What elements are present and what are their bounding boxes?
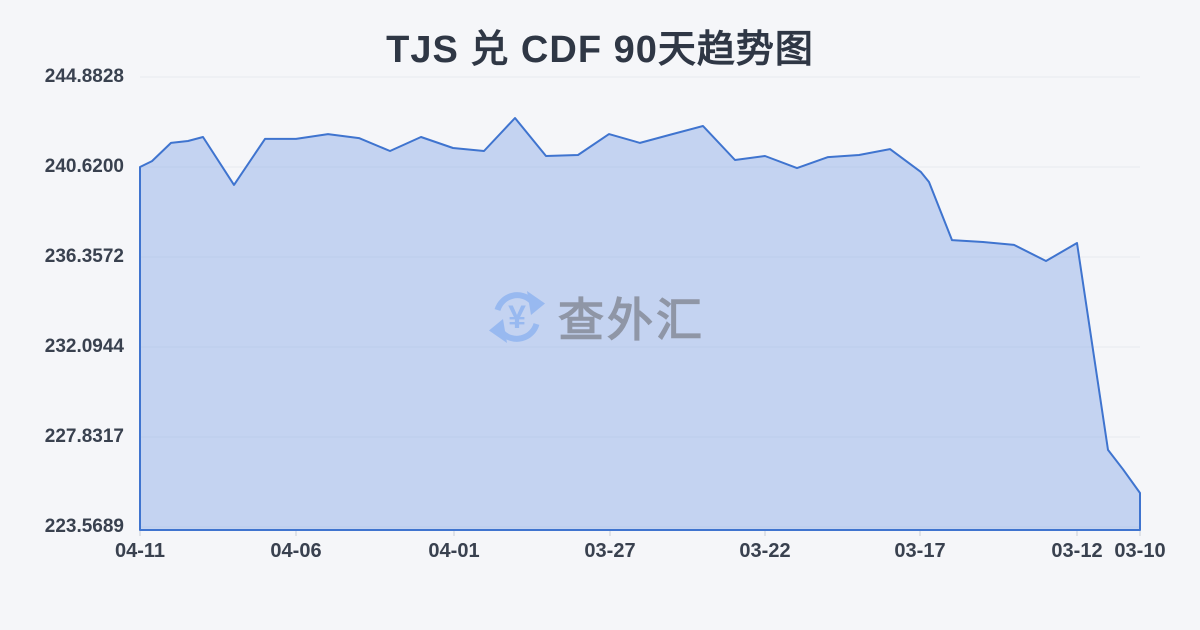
y-axis-label: 240.6200 [44, 156, 124, 177]
x-axis-label: 03-17 [894, 540, 946, 562]
x-axis-label: 03-27 [584, 540, 636, 562]
y-axis-label: 223.5689 [44, 516, 124, 537]
y-axis-label: 227.8317 [44, 426, 124, 447]
y-axis-label: 236.3572 [44, 246, 124, 267]
y-axis-label: 232.0944 [44, 336, 124, 357]
x-axis-label: 03-10 [1114, 540, 1166, 562]
area-series [139, 117, 1141, 531]
chart-title: TJS 兑 CDF 90天趋势图 [386, 29, 814, 71]
gridlines [140, 76, 1140, 528]
x-axis-label: 04-01 [428, 540, 480, 562]
x-axis-label: 03-12 [1051, 540, 1103, 562]
x-axis-label: 03-22 [739, 540, 791, 562]
y-axis-label: 244.8828 [44, 66, 124, 87]
x-axis-label: 04-06 [270, 540, 322, 562]
x-axis-label: 04-11 [114, 540, 166, 562]
